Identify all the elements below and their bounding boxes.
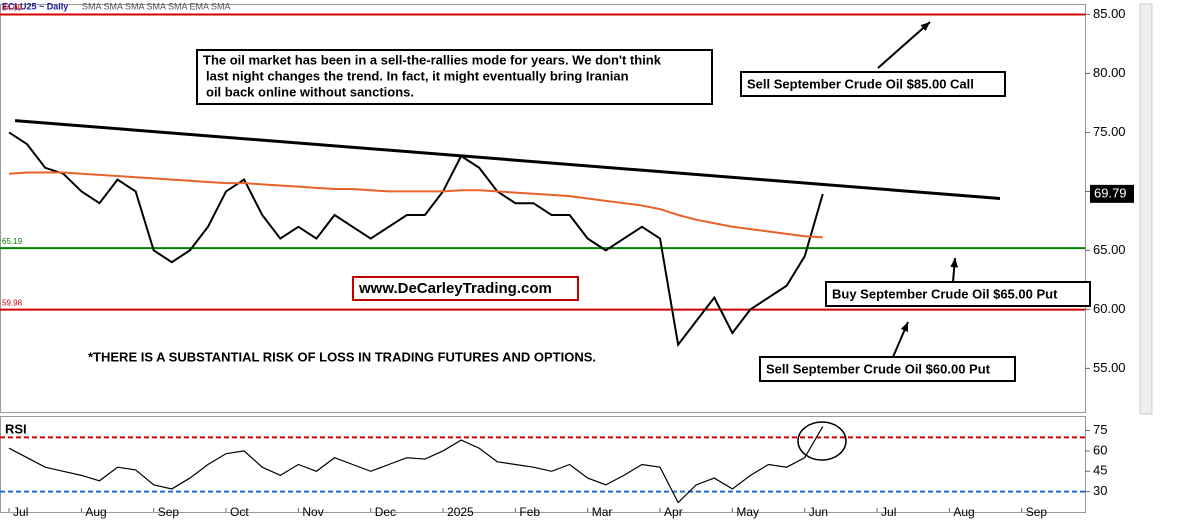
x-tick-label: Apr	[664, 505, 683, 519]
y-tick-label: 60	[1093, 442, 1107, 457]
scrollbar[interactable]	[1139, 3, 1153, 415]
level-label: 65.19	[2, 237, 23, 246]
arrow-head	[920, 22, 930, 32]
y-tick-label: 80.00	[1093, 65, 1126, 80]
series-line	[8, 131, 824, 348]
arrow-head	[900, 322, 908, 332]
x-tick-label: Aug	[953, 505, 974, 519]
x-tick-label: Sep	[158, 505, 180, 519]
x-tick-label: Jun	[809, 505, 828, 519]
highlight-circle	[797, 421, 847, 461]
series-line	[8, 426, 824, 504]
level-label: 59.98	[2, 299, 23, 308]
x-tick-label: Jul	[881, 505, 896, 519]
x-tick-label: Mar	[592, 505, 613, 519]
last-price-label: 69.79	[1094, 185, 1127, 200]
x-tick-label: Sep	[1026, 505, 1048, 519]
y-tick-label: 55.00	[1093, 360, 1126, 375]
annotation-box	[352, 276, 579, 301]
x-tick-label: Aug	[85, 505, 106, 519]
arrow-head	[950, 258, 959, 268]
x-tick-label: Dec	[375, 505, 396, 519]
risk-label: *THERE IS A SUBSTANTIAL RISK OF LOSS IN …	[88, 349, 596, 364]
annotation-box	[740, 71, 1006, 97]
annotation-box	[825, 281, 1091, 307]
put60-label: Sell September Crude Oil $60.00 Put	[766, 361, 991, 376]
site-label: www.DeCarleyTrading.com	[358, 280, 552, 297]
put65-label: Buy September Crude Oil $65.00 Put	[832, 286, 1058, 301]
y-tick-label: 45	[1093, 463, 1107, 478]
annotation-box	[759, 356, 1016, 382]
rsi-panel	[0, 416, 1086, 513]
y-tick-label: 30	[1093, 483, 1107, 498]
call-label: Sell September Crude Oil $85.00 Call	[747, 76, 974, 91]
comment-text: oil back online without sanctions.	[206, 84, 414, 99]
annotation-box	[196, 49, 713, 105]
x-tick-label: Oct	[230, 505, 249, 519]
y-tick-label: 75.00	[1093, 124, 1126, 139]
trendline	[14, 119, 1001, 200]
arrow	[877, 21, 931, 69]
x-tick-label: Jul	[13, 505, 28, 519]
y-tick-label: 65.00	[1093, 242, 1126, 257]
series-line	[8, 171, 823, 239]
x-tick-label: Nov	[302, 505, 323, 519]
y-tick-label: 75	[1093, 422, 1107, 437]
rsi-title: RSI	[5, 421, 27, 436]
x-tick-label: Feb	[519, 505, 540, 519]
level-label: 84.99	[2, 4, 23, 13]
comment-text: The oil market has been in a sell-the-ra…	[203, 52, 662, 67]
studies: SMA SMA SMA SMA SMA EMA SMA	[82, 1, 231, 11]
comment-text: last night changes the trend. In fact, i…	[206, 68, 629, 83]
x-tick-label: May	[736, 505, 759, 519]
symbol: ECLU25 ~ Daily	[2, 1, 68, 11]
y-tick-label: 60.00	[1093, 301, 1126, 316]
x-tick-label: 2025	[447, 505, 474, 519]
y-tick-label: 85.00	[1093, 6, 1126, 21]
last-price-tag	[1090, 184, 1134, 203]
price-panel	[0, 4, 1086, 413]
